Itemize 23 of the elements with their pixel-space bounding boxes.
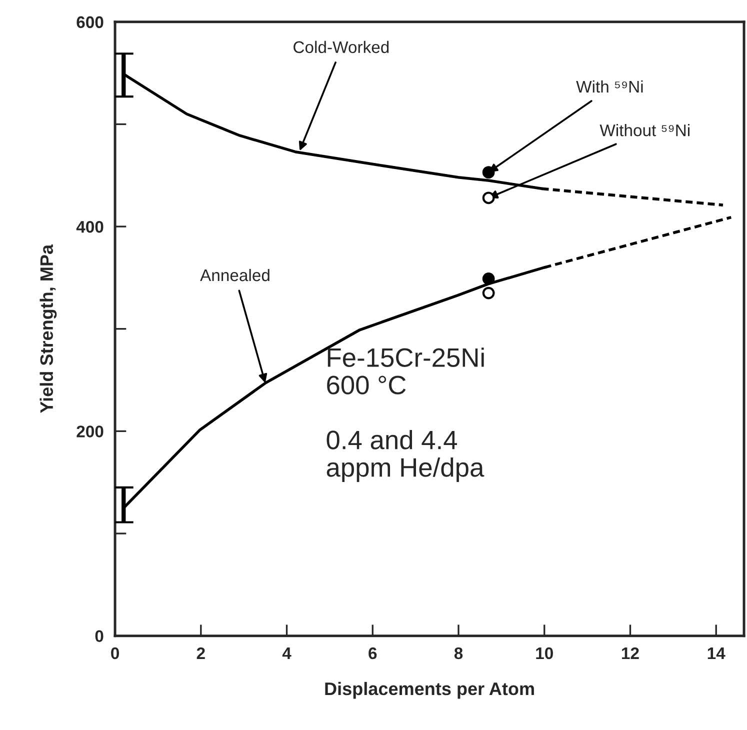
annotation: Without ⁵⁹Ni	[600, 124, 690, 136]
x-tick-label: 8	[454, 647, 463, 660]
x-axis-title: Displacements per Atom	[325, 682, 534, 699]
x-tick-label: 4	[282, 648, 292, 660]
annotation: Cold-Worked	[294, 40, 389, 54]
point	[482, 166, 495, 179]
y-tick-label: 0	[95, 630, 104, 642]
y-tick-label: 600	[76, 16, 104, 28]
point	[482, 192, 495, 204]
x-tick-label: 14	[708, 648, 726, 660]
x-tick-label: 6	[368, 647, 377, 660]
annotation: With ⁵⁹Ni	[576, 80, 643, 93]
x-tick-label: 12	[622, 647, 639, 660]
point	[482, 272, 495, 285]
y-tick-label: 400	[76, 220, 104, 233]
text: Fe-15Cr-25Ni 600 °C 0.4 and 4.4 appm He/dpa	[326, 348, 484, 482]
y-axis-title: Yield Strength, MPa	[40, 244, 57, 413]
x-tick-label: 10	[536, 647, 553, 660]
x-tick-label: 2	[196, 647, 205, 660]
y-tick-label: 200	[76, 426, 104, 438]
point	[482, 286, 495, 300]
annotation: Annealed	[200, 268, 270, 282]
x-tick-label: 0	[111, 647, 119, 660]
